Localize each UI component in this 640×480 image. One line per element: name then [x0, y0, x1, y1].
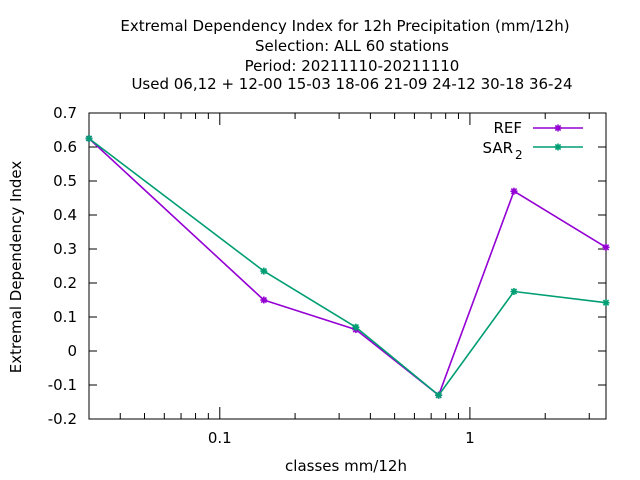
data-point [85, 135, 93, 142]
marker-stroke [554, 143, 562, 151]
marker-stroke [602, 244, 610, 251]
y-tick-label: 0.6 [53, 138, 77, 156]
data-point [510, 288, 518, 295]
axes: -0.2 -0.1 0 0.1 0.2 0.3 0.4 0.5 0.6 0.7 0.1 1 [48, 104, 607, 447]
marker-stroke [510, 188, 518, 195]
marker-stroke [554, 124, 562, 132]
marker-stroke [510, 288, 518, 295]
data-point [260, 296, 268, 304]
y-tick-label: 0.5 [53, 172, 77, 190]
y-tick-label: 0 [67, 342, 77, 360]
marker-stroke [85, 135, 93, 142]
title-line-3: Period: 20211110-20211110 [245, 57, 460, 75]
marker-stroke [435, 392, 442, 399]
y-tick-label: -0.1 [48, 376, 77, 394]
x-tick-label: 1 [465, 429, 475, 447]
title-line-2: Selection: ALL 60 stations [255, 37, 449, 55]
data-point [352, 323, 360, 331]
legend: REF SAR 2 [483, 119, 583, 162]
legend-marker [554, 124, 562, 132]
legend-marker [554, 143, 562, 151]
series-line [88, 137, 607, 397]
data-point [602, 243, 610, 251]
marker-stroke [260, 267, 267, 275]
y-tick-label: 0.4 [53, 206, 77, 224]
x-tick-label: 0.1 [208, 429, 232, 447]
marker-stroke [260, 296, 267, 304]
y-tick-label: 0.2 [53, 274, 77, 292]
data-point [260, 267, 268, 275]
data-point [510, 187, 518, 195]
data-point [435, 391, 443, 399]
y-axis-label: Extremal Dependency Index [7, 161, 25, 374]
title-line-1: Extremal Dependency Index for 12h Precip… [120, 17, 569, 35]
legend-label-sar-subscript: 2 [515, 148, 523, 162]
series-sar [85, 135, 610, 399]
title-line-4: Used 06,12 + 12-00 15-03 18-06 21-09 24-… [131, 75, 572, 93]
marker-stroke [352, 324, 360, 331]
plot-frame [88, 112, 607, 420]
y-tick-label: -0.2 [48, 410, 77, 428]
y-tick-label: 0.3 [53, 240, 77, 258]
data-point [602, 299, 610, 307]
legend-label-sar: SAR [483, 139, 513, 157]
series-ref [85, 135, 610, 399]
series-line [88, 137, 607, 397]
chart-title: Extremal Dependency Index for 12h Precip… [120, 17, 572, 93]
plot-series [85, 135, 610, 399]
x-axis-label: classes mm/12h [285, 457, 407, 475]
marker-stroke [602, 299, 610, 306]
y-tick-label: 0.1 [53, 308, 77, 326]
y-tick-label: 0.7 [53, 104, 77, 122]
legend-label-ref: REF [493, 119, 522, 137]
